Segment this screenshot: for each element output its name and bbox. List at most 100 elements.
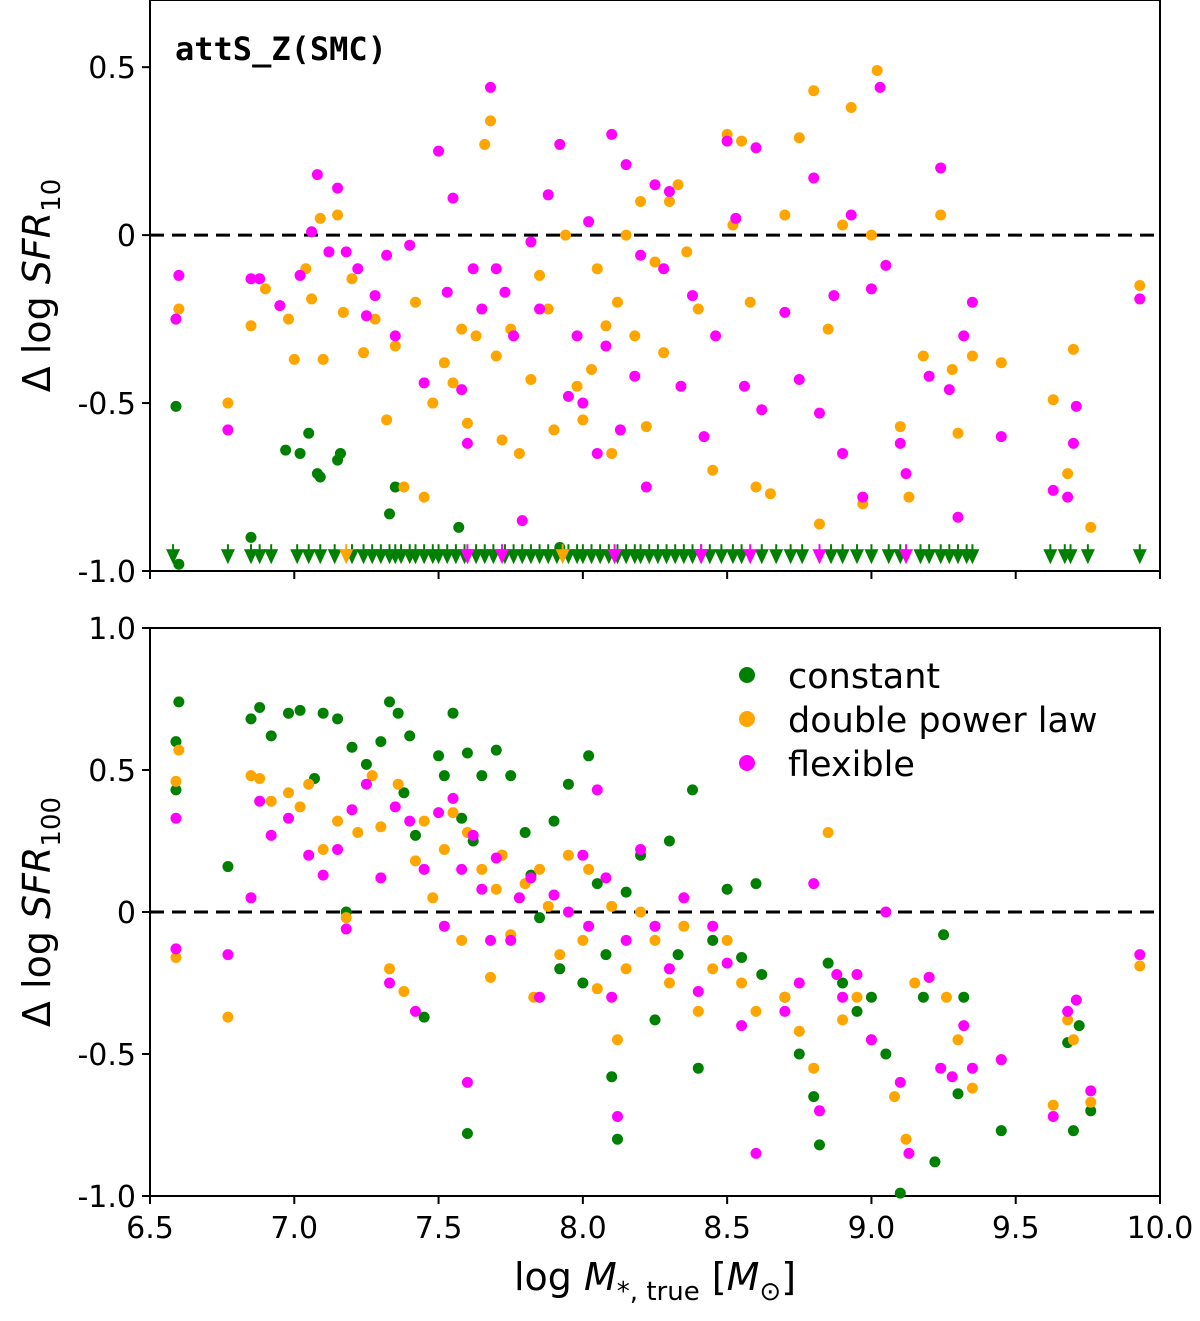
constant-point [611, 1133, 623, 1145]
constant-point [173, 558, 185, 570]
flexible-point [554, 138, 566, 150]
double-power-law-point [744, 296, 756, 308]
constant-upper-limit [835, 549, 850, 565]
flexible-point [865, 283, 877, 295]
constant-point [692, 1062, 704, 1074]
flexible-point [346, 804, 358, 816]
flexible-point [620, 934, 632, 946]
constant-point [332, 713, 344, 725]
flexible-point [245, 892, 257, 904]
flexible-point [649, 920, 661, 932]
double-power-law-point [750, 1005, 762, 1017]
constant-point [606, 1071, 618, 1083]
y-tick-label: 0 [117, 219, 136, 254]
constant-upper-limit [714, 549, 729, 565]
double-power-law-point [222, 397, 234, 409]
double-power-law-point [389, 340, 401, 352]
double-power-law-point [303, 778, 315, 790]
double-power-law-point [635, 196, 647, 208]
flexible-point [508, 330, 520, 342]
flexible-point [1070, 994, 1082, 1006]
double-power-law-point [663, 196, 675, 208]
double-power-law-point [461, 417, 473, 429]
flexible-point [692, 986, 704, 998]
double-power-law-point [678, 920, 690, 932]
double-power-law-point [663, 977, 675, 989]
double-power-law-point [456, 934, 468, 946]
constant-point [317, 707, 329, 719]
constant-point [170, 784, 182, 796]
flexible-point [583, 920, 595, 932]
constant-point [461, 747, 473, 759]
flexible-point [1070, 400, 1082, 412]
flexible-point [808, 878, 820, 890]
flexible-point [583, 216, 595, 228]
flexible-point [620, 159, 632, 171]
double-power-law-point [952, 427, 964, 439]
flexible-point [828, 290, 840, 302]
flexible-point [265, 829, 277, 841]
x-tick-label: 9.5 [992, 1211, 1040, 1246]
double-power-law-point [438, 357, 450, 369]
flexible-point [360, 778, 372, 790]
flexible-point [562, 390, 574, 402]
constant-point [314, 471, 326, 483]
constant-point [456, 812, 468, 824]
constant-point [303, 427, 315, 439]
flexible-point [389, 801, 401, 813]
double-power-law-point [1085, 1096, 1097, 1108]
flexible-point [254, 795, 266, 807]
y-tick-label: 0.5 [88, 51, 136, 86]
constant-point [554, 963, 566, 975]
double-power-law-point [591, 263, 603, 275]
double-power-law-upper-limit [555, 549, 570, 565]
constant-point [254, 702, 266, 714]
double-power-law-point [170, 775, 182, 787]
double-power-law-point [822, 323, 834, 335]
constant-point [265, 730, 277, 742]
constant-point [389, 481, 401, 493]
flexible-point [635, 249, 647, 261]
flexible-point [562, 906, 574, 918]
double-power-law-point [903, 491, 915, 503]
double-power-law-point [707, 963, 719, 975]
constant-point [173, 696, 185, 708]
double-power-law-point [340, 912, 352, 924]
constant-upper-limit [754, 549, 769, 565]
double-power-law-point [649, 934, 661, 946]
constant-upper-limit [166, 549, 181, 565]
constant-point [170, 736, 182, 748]
double-power-law-point [845, 101, 857, 113]
constant-point [490, 744, 502, 756]
flexible-point [966, 1062, 978, 1074]
flexible-point [995, 1054, 1007, 1066]
double-power-law-upper-limit [339, 549, 354, 565]
constant-point [519, 826, 531, 838]
double-power-law-point [490, 883, 502, 895]
flexible-point [707, 920, 719, 932]
double-power-law-point [427, 892, 439, 904]
flexible-point [404, 815, 416, 827]
constant-upper-limit [850, 549, 864, 565]
x-axis-label: log M*, true [M⊙] [514, 1255, 796, 1307]
constant-point [404, 730, 416, 742]
flexible-point [525, 236, 537, 248]
flexible-point [946, 1071, 958, 1083]
constant-point [793, 1048, 805, 1060]
flexible-point [1047, 1110, 1059, 1122]
double-power-law-point [611, 296, 623, 308]
flexible-point [1047, 484, 1059, 496]
constant-point [447, 707, 459, 719]
constant-point [952, 1088, 964, 1100]
constant-point [548, 815, 560, 827]
double-power-law-point [447, 807, 459, 819]
y-tick-label: 0 [117, 896, 136, 931]
flexible-point [433, 145, 445, 157]
double-power-law-point [577, 934, 589, 946]
flexible-point [837, 991, 849, 1003]
constant-point [398, 787, 410, 799]
constant-upper-limit [220, 549, 235, 565]
constant-upper-limit [922, 549, 937, 565]
constant-point [294, 447, 306, 459]
double-power-law-point [409, 855, 421, 867]
